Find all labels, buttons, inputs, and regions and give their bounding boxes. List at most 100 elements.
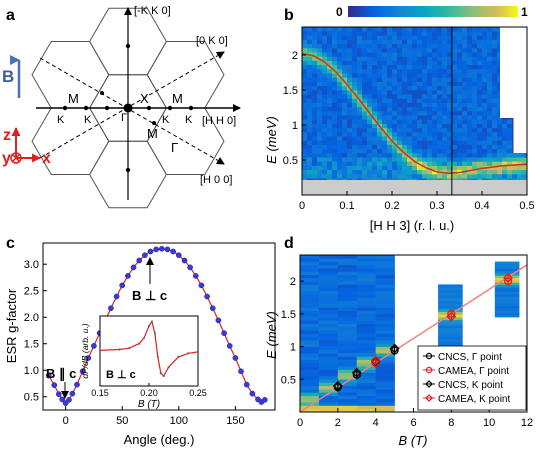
heat-cell <box>462 98 468 103</box>
heat-cell <box>477 115 483 120</box>
heat-cell <box>417 111 423 116</box>
heat-cell <box>367 90 373 95</box>
heat-cell <box>438 341 463 345</box>
heat-cell <box>342 39 348 45</box>
heat-cell <box>497 136 503 141</box>
heat-cell <box>442 119 448 124</box>
heat-cell <box>397 136 403 141</box>
heat-cell <box>327 56 333 61</box>
heat-cell <box>407 157 413 162</box>
heat-cell <box>412 64 418 70</box>
heat-cell <box>402 98 408 103</box>
heat-cell <box>442 77 448 82</box>
heat-cell <box>372 165 378 171</box>
heat-cell <box>356 287 376 292</box>
heat-cell <box>507 123 513 129</box>
heat-cell <box>392 56 398 61</box>
heat-cell <box>327 73 333 78</box>
heat-cell <box>327 81 333 87</box>
heat-cell <box>402 140 408 145</box>
heat-cell <box>382 127 388 133</box>
g-point <box>125 273 131 279</box>
heat-cell <box>417 132 423 137</box>
heat-cell <box>352 132 358 137</box>
heat-cell <box>412 27 418 32</box>
heat-cell <box>300 261 320 266</box>
heat-cell <box>377 169 383 175</box>
heat-cell <box>482 161 488 166</box>
inset-xlabel: B (T) <box>138 399 160 410</box>
inset-point <box>177 355 180 358</box>
heat-cell <box>387 165 393 171</box>
heat-cell <box>482 132 488 137</box>
heat-cell <box>375 294 395 298</box>
heat-cell <box>322 35 328 40</box>
heat-cell <box>302 136 308 141</box>
heat-cell <box>467 115 473 120</box>
heat-cell <box>377 48 383 53</box>
heat-cell <box>507 127 513 133</box>
heat-cell <box>442 106 448 112</box>
heat-cell <box>332 81 338 87</box>
heat-cell <box>497 43 503 49</box>
heat-cell <box>347 111 353 116</box>
heat-cell <box>377 27 383 32</box>
c-ylabel: ESR g-factor <box>4 288 19 363</box>
heat-cell <box>318 389 339 393</box>
heat-cell <box>447 77 453 82</box>
heat-cell <box>375 349 395 354</box>
heat-cell <box>417 119 423 124</box>
heat-cell <box>477 119 483 124</box>
heat-cell <box>382 31 388 36</box>
heat-cell <box>375 376 395 380</box>
heat-cell <box>357 56 363 61</box>
heat-cell <box>507 119 513 124</box>
colorbar <box>348 6 518 17</box>
heat-cell <box>417 165 423 171</box>
g-point <box>45 372 52 379</box>
heat-cell <box>497 174 503 179</box>
heat-cell <box>427 169 433 175</box>
heat-cell <box>337 307 358 311</box>
heat-cell <box>327 48 333 53</box>
heat-cell <box>482 111 488 116</box>
heat-cell <box>447 148 453 154</box>
heat-cell <box>362 31 368 36</box>
heat-cell <box>327 119 333 124</box>
heat-cell <box>427 153 433 158</box>
legend-d: CNCS, Γ point CAMEA, Γ point CNCS, K poi… <box>417 345 527 411</box>
heat-cell <box>356 294 376 298</box>
heat-cell <box>372 98 378 103</box>
heat-cell <box>327 165 333 171</box>
heat-cell <box>337 127 343 133</box>
heat-cell <box>327 136 333 141</box>
heat-cell <box>327 52 333 57</box>
heat-cell <box>318 284 339 289</box>
heat-cell <box>437 98 443 103</box>
heat-cell <box>375 271 395 275</box>
heat-cell <box>312 157 318 162</box>
heat-cell <box>447 43 453 49</box>
heat-cell <box>462 56 468 61</box>
heat-cell <box>437 119 443 124</box>
heat-cell <box>347 43 353 49</box>
heat-cell <box>438 284 463 288</box>
heat-cell <box>492 148 498 154</box>
heat-cell <box>372 56 378 61</box>
heat-cell <box>438 322 463 326</box>
heat-cell <box>318 307 339 311</box>
heat-cell <box>438 333 463 337</box>
heat-cell <box>302 132 308 137</box>
heat-cell <box>432 77 438 82</box>
heat-cell <box>312 60 318 66</box>
heat-cell <box>507 169 513 175</box>
heat-cell <box>477 98 483 103</box>
heat-cell <box>377 119 383 124</box>
inset-point <box>159 372 162 375</box>
heat-cell <box>375 372 395 377</box>
heat-cell <box>452 98 458 103</box>
d-ytick-label: 1.5 <box>281 309 296 321</box>
heat-cell <box>337 140 343 145</box>
heat-cell <box>300 277 320 282</box>
heat-cell <box>412 77 418 82</box>
